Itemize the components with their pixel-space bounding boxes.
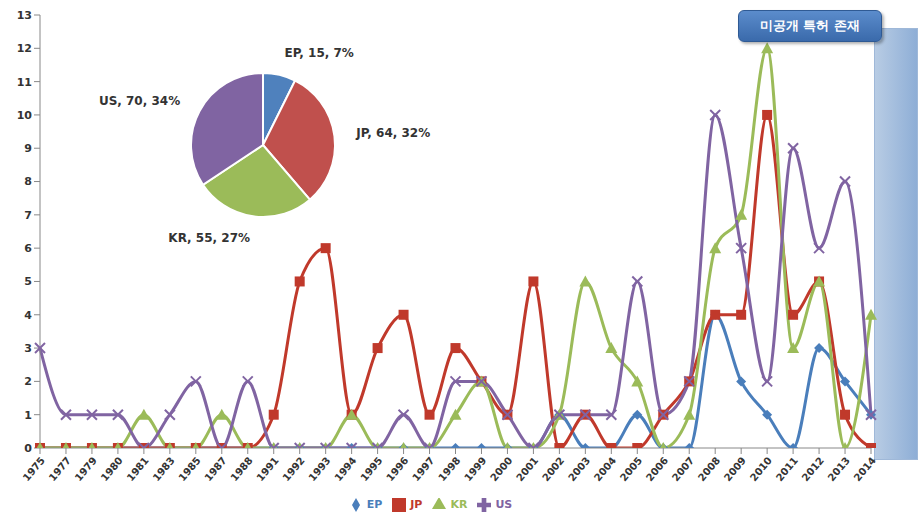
svg-text:1980: 1980	[99, 455, 125, 483]
svg-text:2008: 2008	[696, 455, 722, 483]
svg-text:1975: 1975	[21, 455, 47, 483]
svg-text:4: 4	[24, 309, 32, 322]
svg-text:1993: 1993	[306, 455, 332, 483]
svg-text:1995: 1995	[358, 455, 384, 483]
svg-text:1987: 1987	[202, 455, 228, 483]
svg-text:1981: 1981	[125, 455, 151, 483]
svg-text:KR, 55, 27%: KR, 55, 27%	[168, 231, 250, 245]
svg-text:1992: 1992	[280, 455, 306, 483]
svg-text:1985: 1985	[176, 455, 202, 483]
svg-text:8: 8	[24, 175, 32, 188]
svg-text:9: 9	[24, 142, 32, 155]
svg-text:1977: 1977	[47, 455, 73, 483]
svg-text:2009: 2009	[722, 455, 748, 483]
html-text:KR: KR	[450, 498, 468, 511]
svg-text:10: 10	[17, 109, 33, 122]
svg-text:1999: 1999	[462, 455, 488, 483]
svg-text:3: 3	[24, 342, 32, 355]
svg-text:1997: 1997	[410, 455, 436, 483]
svg-text:0: 0	[24, 442, 32, 455]
svg-text:5: 5	[24, 275, 32, 288]
svg-text:2000: 2000	[488, 455, 514, 483]
svg-text:1994: 1994	[332, 455, 358, 483]
svg-text:7: 7	[24, 209, 32, 222]
svg-text:2007: 2007	[670, 455, 696, 483]
svg-text:1991: 1991	[254, 455, 280, 483]
svg-text:1988: 1988	[228, 455, 254, 483]
svg-text:JP, 64, 32%: JP, 64, 32%	[355, 126, 430, 140]
svg-text:1983: 1983	[150, 455, 176, 483]
svg-text:2012: 2012	[800, 455, 826, 483]
html-text:미공개 특허 존재: 미공개 특허 존재	[760, 18, 860, 33]
svg-text:2010: 2010	[748, 455, 774, 483]
html-text:US: US	[495, 498, 513, 511]
svg-text:2002: 2002	[540, 455, 566, 483]
svg-text:1: 1	[24, 409, 32, 422]
svg-text:2013: 2013	[826, 455, 852, 483]
svg-text:2004: 2004	[592, 455, 618, 483]
svg-text:1996: 1996	[384, 455, 410, 483]
svg-text:2014: 2014	[852, 455, 878, 483]
svg-text:2: 2	[24, 375, 32, 388]
svg-text:US, 70, 34%: US, 70, 34%	[99, 94, 180, 108]
svg-text:2003: 2003	[566, 455, 592, 483]
svg-text:13: 13	[17, 9, 32, 22]
svg-text:11: 11	[17, 76, 32, 89]
svg-text:2005: 2005	[618, 455, 644, 483]
svg-text:EP, 15, 7%: EP, 15, 7%	[285, 46, 354, 60]
svg-text:2011: 2011	[774, 455, 800, 483]
svg-text:12: 12	[17, 42, 32, 55]
html-text:EP: EP	[366, 498, 383, 511]
svg-text:6: 6	[24, 242, 32, 255]
svg-text:1979: 1979	[73, 455, 99, 483]
svg-text:2001: 2001	[514, 455, 540, 483]
svg-text:2006: 2006	[644, 455, 670, 483]
svg-text:1998: 1998	[436, 455, 462, 483]
html-text:JP: JP	[410, 498, 423, 511]
